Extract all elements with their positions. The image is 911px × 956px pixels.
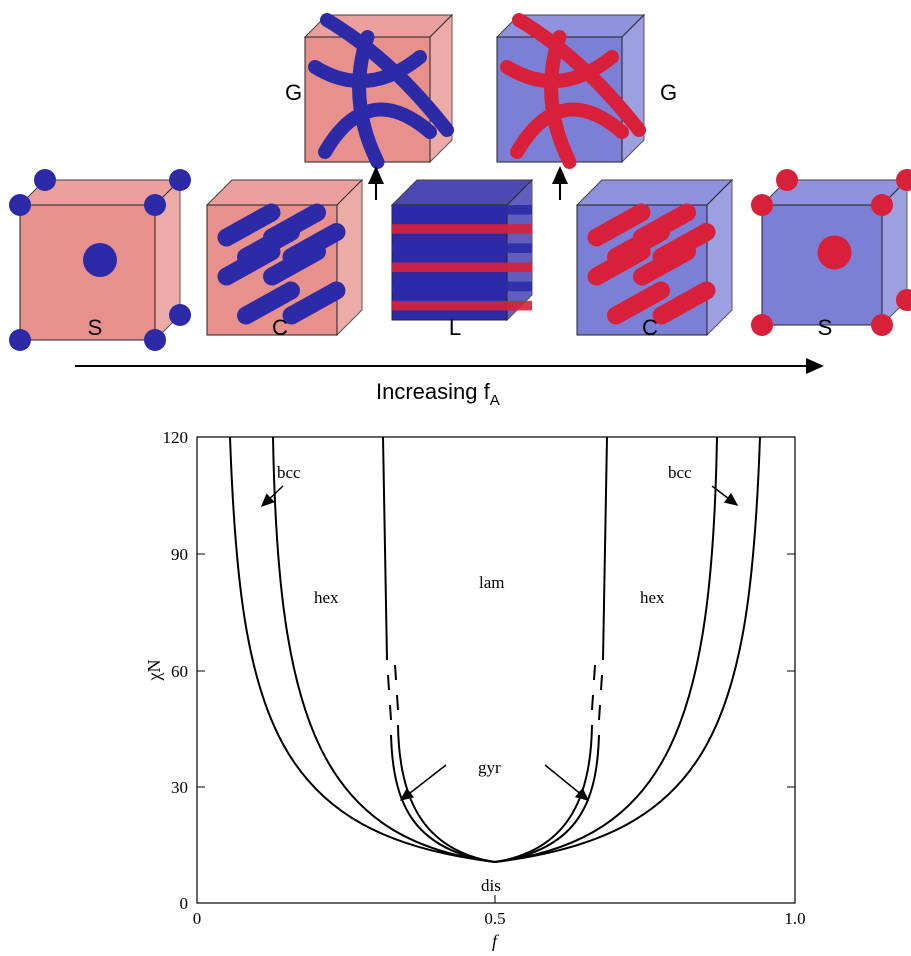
cylinder [587, 203, 651, 247]
boundary [494, 436, 761, 863]
lamella [392, 281, 532, 292]
cube [390, 178, 534, 322]
pointer [260, 485, 284, 508]
plot-frame [196, 436, 796, 904]
cube-front [19, 204, 156, 341]
cylinder [217, 203, 281, 247]
cylinder [652, 281, 716, 325]
lamella [392, 262, 532, 273]
cylinder [282, 281, 346, 325]
morph-label: S [818, 315, 833, 340]
sphere [169, 169, 191, 191]
cylinder [237, 223, 300, 266]
cube [751, 169, 911, 336]
cube [303, 13, 454, 169]
y-tick-label: 60 [171, 662, 188, 681]
sphere [896, 289, 911, 311]
boundary [494, 436, 718, 863]
cube-front [761, 204, 883, 326]
morph-label: L [449, 315, 461, 340]
increasing-text: Increasing f [376, 379, 491, 404]
y-axis-label: χN [144, 660, 164, 682]
cube-top [575, 179, 734, 206]
cube-side [336, 178, 363, 337]
sphere [871, 314, 893, 336]
cylinder [282, 223, 346, 266]
cube-side [429, 13, 453, 164]
sphere [776, 169, 798, 191]
region-label: hex [314, 588, 339, 607]
lamella [392, 224, 532, 234]
sphere [9, 329, 31, 351]
sphere [871, 194, 893, 216]
x-tick-label: 0.5 [484, 909, 505, 928]
boundary [494, 436, 608, 863]
lamella [392, 205, 532, 215]
boundary [494, 664, 596, 863]
axes: 0 30 60 90 120 0 0.5 1.0 [163, 428, 806, 928]
pointer [711, 485, 739, 506]
sphere [751, 194, 773, 216]
phase-boundaries [229, 436, 761, 863]
y-tick-label: 30 [171, 778, 188, 797]
boundary [229, 436, 496, 863]
sphere [34, 169, 56, 191]
pointer [399, 764, 447, 801]
x-tick-label: 0 [193, 909, 202, 928]
x-axis-label: f [492, 931, 500, 951]
region-label: lam [479, 573, 505, 592]
boundary [382, 436, 496, 863]
morph-label: G [660, 80, 677, 105]
cube-side [706, 178, 733, 337]
subscript: A [490, 392, 500, 409]
cylinder [607, 223, 670, 266]
sphere [817, 235, 852, 270]
region-label: bcc [277, 463, 301, 482]
morph-label: G [285, 80, 302, 105]
sphere [751, 314, 773, 336]
lamella [392, 300, 532, 311]
cube-top [205, 179, 364, 206]
cube-illustrations [9, 13, 911, 351]
morph-label: C [272, 315, 288, 340]
region-labels: bcc bcc hex hex lam gyr dis [277, 463, 692, 895]
sphere [83, 243, 117, 277]
lamella [392, 243, 532, 253]
pointer [544, 764, 590, 801]
region-label: gyr [478, 758, 501, 777]
x-tick-label: 1.0 [784, 909, 805, 928]
cube [205, 178, 364, 337]
morph-label: S [88, 315, 103, 340]
cube [575, 178, 734, 337]
region-label: dis [481, 876, 501, 895]
pointer-arrows [260, 485, 739, 801]
gyroid [500, 13, 646, 169]
sphere [144, 194, 166, 216]
boundary [272, 436, 496, 863]
cylinder [237, 281, 300, 325]
sphere [144, 329, 166, 351]
cube [495, 13, 646, 169]
y-tick-label: 90 [171, 545, 188, 564]
morph-label: C [642, 315, 658, 340]
sphere [9, 194, 31, 216]
region-label: hex [640, 588, 665, 607]
sphere [169, 304, 191, 326]
region-label: bcc [668, 463, 692, 482]
boundary [394, 664, 496, 863]
cylinder [652, 223, 716, 266]
y-tick-label: 120 [163, 428, 189, 447]
y-tick-label: 0 [180, 894, 189, 913]
cube [9, 169, 191, 351]
gyroid [308, 13, 454, 169]
increasing-label: Increasing fA [376, 379, 500, 409]
cylinder [607, 281, 670, 325]
cube-side [621, 13, 645, 164]
sphere [896, 169, 911, 191]
